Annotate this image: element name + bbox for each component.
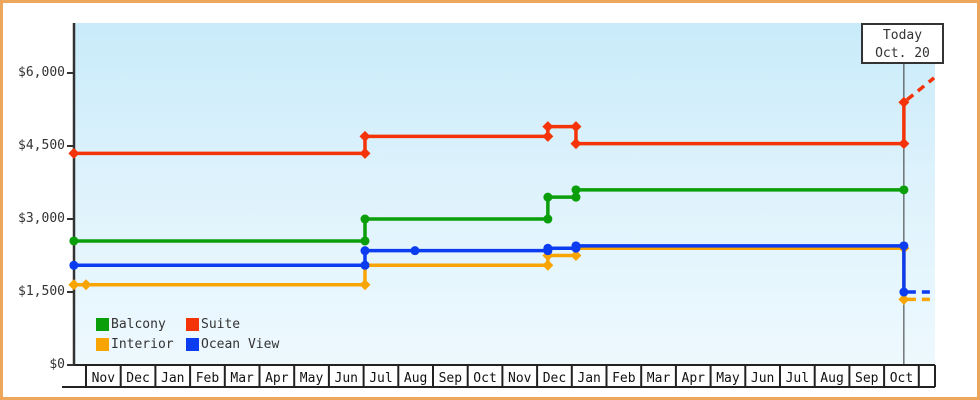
month-label: Jul	[369, 371, 392, 386]
month-label: Oct	[473, 371, 496, 386]
series-marker-suite	[359, 147, 371, 159]
x-axis-month-band: Nov Dec Jan Feb Mar Apr May Jun Jul Aug Sep Oct Nov D…	[62, 364, 936, 388]
balcony-swatch-icon	[96, 317, 109, 331]
y-axis-label: $1,500	[18, 284, 65, 299]
series-marker-ocean-view	[360, 246, 370, 256]
y-axis-label: $6,000	[18, 65, 65, 80]
series-marker-suite	[68, 147, 80, 159]
series-marker-suite	[359, 130, 371, 142]
series-suite	[68, 76, 936, 159]
series-marker-suite	[898, 138, 910, 150]
month-label: Sep	[855, 371, 879, 386]
series-marker-suite	[570, 138, 582, 150]
legend-label: Interior	[111, 336, 174, 352]
legend-label: Suite	[201, 316, 241, 332]
series-marker-interior	[359, 279, 371, 291]
y-axis-label: $0	[49, 357, 65, 372]
month-label: Nov	[92, 371, 116, 386]
series-marker-ocean-view	[571, 241, 581, 251]
chart-canvas: Nov Dec Jan Feb Mar Apr May Jun Jul Aug Sep Oct Nov D…	[62, 23, 936, 388]
legend-item-interior: Interior	[96, 337, 186, 352]
legend-item-balcony: Balcony	[96, 317, 186, 332]
series-balcony	[69, 185, 909, 246]
month-label: Sep	[439, 371, 463, 386]
series-marker-suite	[542, 130, 554, 142]
month-label: Aug	[820, 371, 843, 386]
today-box-date: Oct. 20	[875, 46, 930, 61]
month-label: Feb	[196, 371, 220, 386]
month-label: Mar	[230, 371, 254, 386]
series-marker-balcony	[360, 236, 370, 246]
series-marker-balcony	[543, 214, 553, 224]
series-marker-ocean-view	[410, 246, 420, 256]
series-marker-suite	[570, 121, 582, 133]
month-label: Apr	[682, 371, 706, 386]
today-box: Today Oct. 20	[861, 23, 944, 64]
interior-swatch-icon	[96, 337, 109, 351]
series-marker-balcony	[571, 192, 581, 202]
month-label: Jan	[577, 371, 600, 386]
series-marker-interior	[68, 279, 80, 291]
month-label: Oct	[890, 371, 913, 386]
y-axis-label: $4,500	[18, 138, 65, 153]
month-label: May	[716, 371, 740, 386]
series-line-interior	[73, 246, 906, 300]
plot-area	[75, 23, 935, 365]
month-label: Feb	[612, 371, 636, 386]
series-forecast-suite	[902, 76, 936, 104]
series-marker-ocean-view	[543, 243, 553, 253]
month-label: Aug	[404, 371, 427, 386]
series-marker-balcony	[69, 236, 79, 246]
series-marker-suite	[542, 121, 554, 133]
month-label: Mar	[647, 371, 671, 386]
series-marker-ocean-view	[899, 241, 909, 251]
month-label: Jun	[751, 371, 774, 386]
month-label: Dec	[126, 371, 149, 386]
month-label: Dec	[543, 371, 566, 386]
series-marker-interior	[570, 250, 582, 262]
suite-swatch-icon	[186, 317, 199, 331]
series-ocean-view	[69, 241, 933, 297]
series-line-suite	[73, 102, 906, 156]
series-marker-ocean-view	[899, 287, 909, 297]
legend-item-suite: Suite	[186, 317, 240, 332]
month-label: Apr	[265, 371, 289, 386]
legend-label: Ocean View	[201, 336, 280, 352]
month-label: May	[300, 371, 324, 386]
month-label: Jul	[786, 371, 809, 386]
series-marker-balcony	[571, 185, 581, 195]
series-line-balcony	[73, 188, 904, 243]
series-marker-suite	[898, 96, 910, 108]
series-marker-balcony	[899, 185, 909, 195]
month-label: Nov	[508, 371, 532, 386]
month-label: Jun	[335, 371, 358, 386]
series-marker-ocean-view	[360, 260, 370, 270]
series-marker-interior	[542, 259, 554, 271]
today-box-title: Today	[882, 28, 923, 43]
ocean-view-swatch-icon	[186, 337, 199, 351]
series-marker-ocean-view	[69, 260, 79, 270]
month-label: Jan	[161, 371, 184, 386]
legend: Balcony Suite Interior Ocean View	[96, 314, 279, 354]
series-marker-interior	[80, 279, 92, 291]
series-marker-balcony	[543, 192, 553, 202]
legend-label: Balcony	[111, 316, 166, 332]
series-marker-balcony	[360, 214, 370, 224]
legend-item-ocean-view: Ocean View	[186, 337, 279, 352]
series-marker-interior	[898, 293, 910, 305]
y-axis-label: $3,000	[18, 211, 65, 226]
